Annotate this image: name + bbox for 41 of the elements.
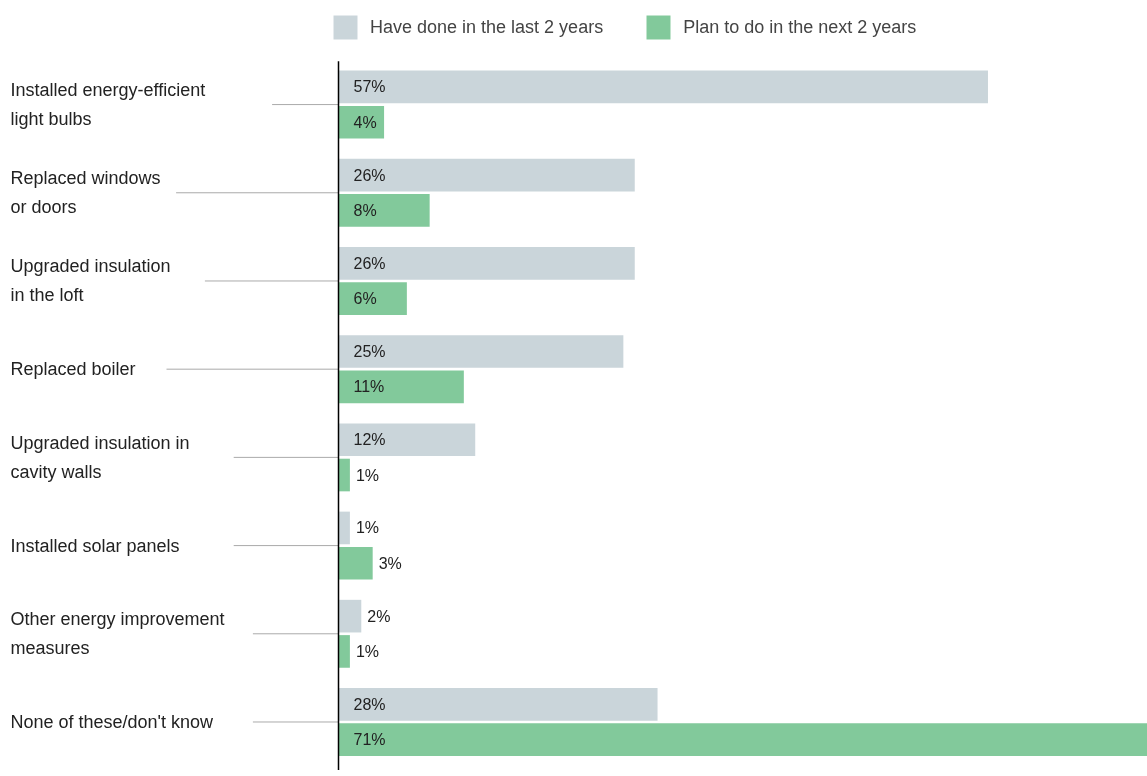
data-label: 71% [353, 731, 386, 749]
bar [338, 370, 464, 404]
y-tick-label: Installed solar panels [10, 535, 180, 556]
legend-label: Plan to do in the next 2 years [683, 16, 917, 38]
bar [338, 194, 430, 227]
legend-label: Have done in the last 2 years [370, 16, 604, 38]
bar [338, 247, 635, 280]
data-label: 12% [353, 431, 386, 449]
data-label: 11% [353, 378, 385, 396]
data-label: 28% [353, 695, 386, 713]
y-tick-label: Replaced windows or doors [10, 168, 161, 218]
y-tick-label: Installed energy-efficient light bulbs [10, 80, 206, 130]
bar [338, 423, 476, 457]
data-label: 2% [367, 607, 391, 625]
data-label: 1% [355, 519, 380, 537]
bar [338, 688, 658, 721]
data-label: 57% [353, 78, 386, 96]
bar [338, 158, 635, 192]
data-label: 6% [353, 290, 377, 308]
data-label: 1% [355, 642, 380, 660]
bar [338, 282, 407, 315]
data-label: 4% [353, 113, 377, 131]
bar [338, 511, 350, 545]
y-tick-label: None of these/don't know [10, 711, 215, 732]
data-label: 8% [353, 201, 377, 219]
y-tick-label: Upgraded insulation in cavity walls [10, 432, 190, 482]
data-label: 1% [355, 466, 380, 484]
bar [338, 599, 362, 633]
bar [338, 458, 350, 492]
data-label: 26% [353, 254, 386, 272]
data-label: 25% [353, 343, 386, 361]
data-label: 26% [353, 166, 386, 184]
y-tick-label: Replaced boiler [10, 359, 136, 380]
bar [338, 335, 624, 368]
bar [338, 723, 1147, 756]
data-label: 3% [378, 554, 402, 572]
y-tick-label: Upgraded insulation in the loft [10, 256, 171, 306]
bar [338, 70, 988, 104]
bar [338, 635, 350, 668]
y-tick-label: Other energy improvement measures [10, 609, 225, 659]
bar [338, 546, 373, 580]
